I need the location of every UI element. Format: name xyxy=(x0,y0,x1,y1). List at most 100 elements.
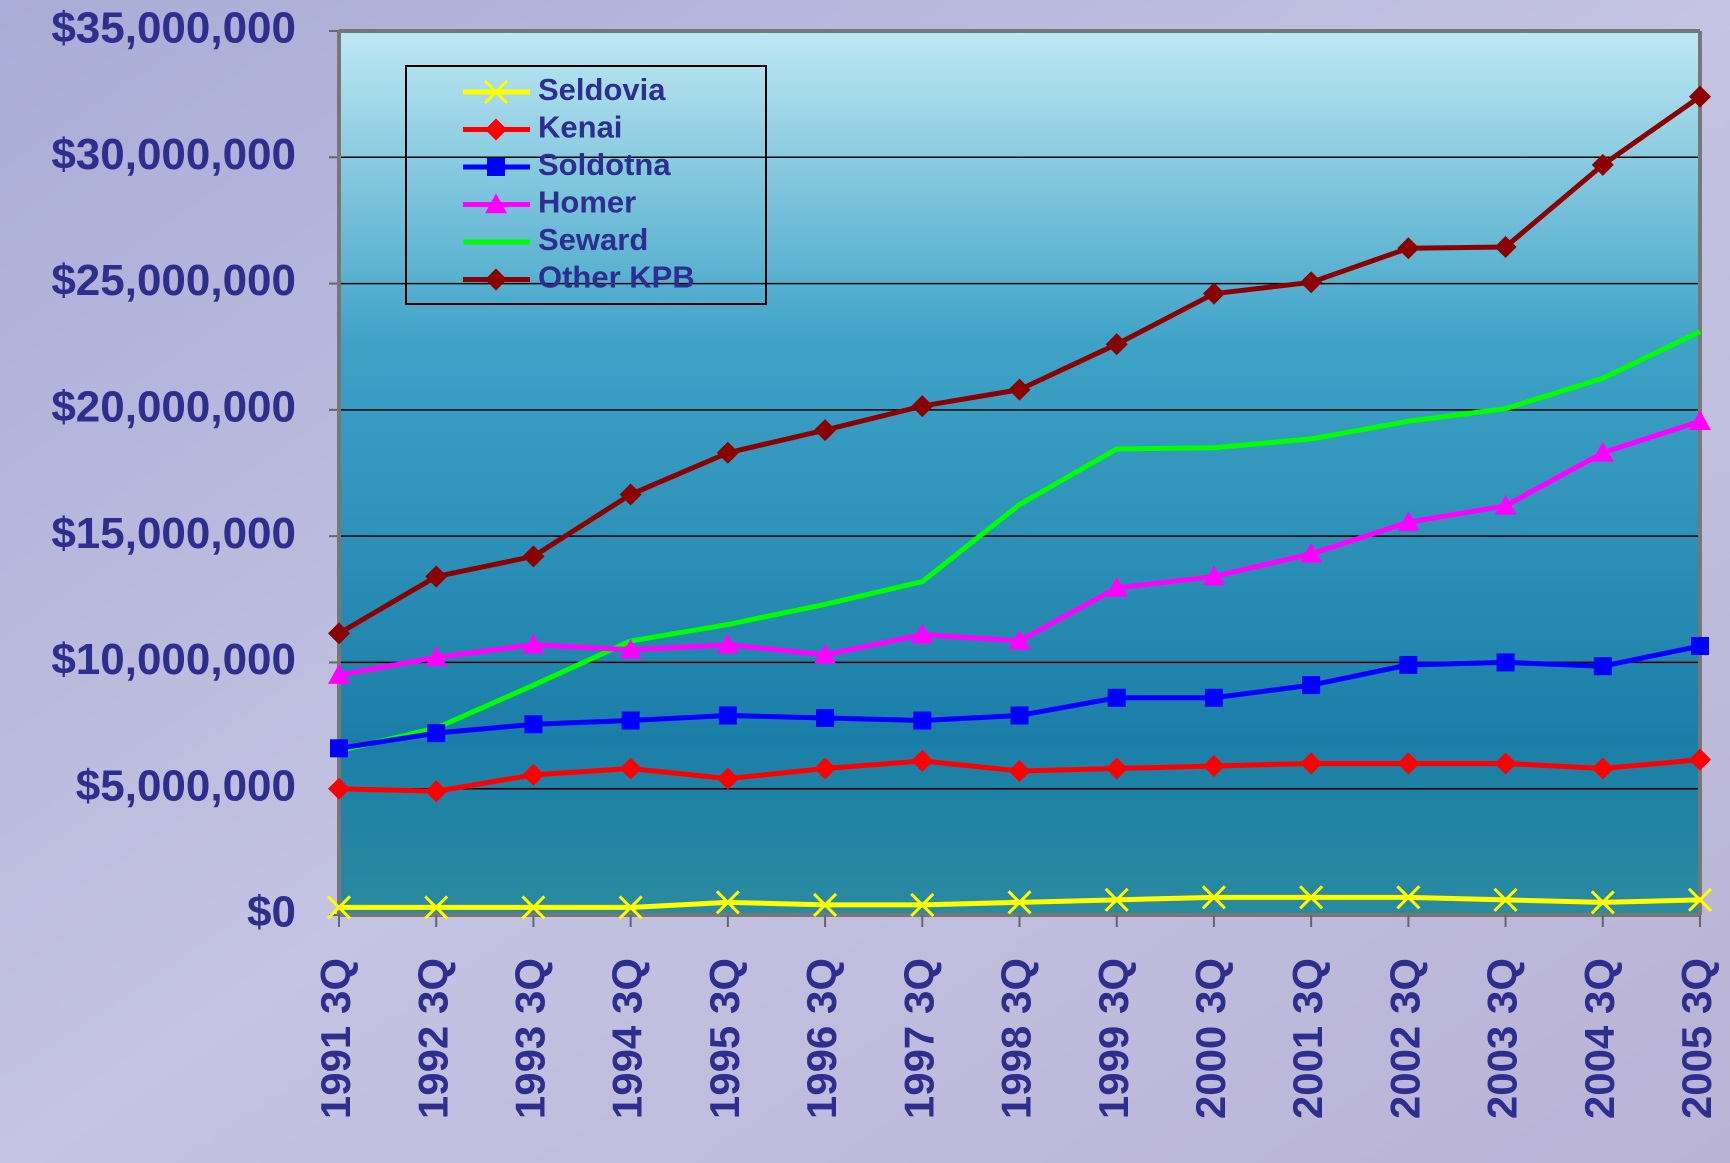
data-point xyxy=(1493,887,1518,912)
data-point xyxy=(1397,752,1420,775)
data-point xyxy=(524,715,543,734)
x-tick-label: 1994 3Q xyxy=(604,958,651,1119)
x-tick-label: 2002 3Q xyxy=(1381,958,1428,1119)
data-point xyxy=(1202,565,1225,586)
data-point xyxy=(1494,494,1517,515)
data-point xyxy=(424,895,449,920)
data-point xyxy=(1300,271,1323,294)
data-point xyxy=(1496,653,1515,672)
data-point xyxy=(328,664,350,684)
data-point xyxy=(1593,657,1612,676)
data-point xyxy=(521,895,546,920)
data-point xyxy=(1591,441,1614,462)
x-tick-label: 2004 3Q xyxy=(1576,958,1623,1119)
x-tick-label: 2000 3Q xyxy=(1187,958,1234,1119)
x-tick-label: 2001 3Q xyxy=(1284,958,1331,1119)
data-point xyxy=(1008,378,1031,401)
data-point xyxy=(619,757,642,780)
data-point xyxy=(1201,885,1226,910)
x-tick-label: 1998 3Q xyxy=(993,958,1040,1119)
data-point xyxy=(816,708,835,727)
x-tick-label: 1996 3Q xyxy=(798,958,845,1119)
data-point xyxy=(619,483,642,506)
data-point xyxy=(911,623,934,644)
data-point xyxy=(619,638,642,659)
legend-label: Soldotna xyxy=(538,147,671,182)
data-point xyxy=(1302,676,1321,695)
data-point xyxy=(1105,757,1128,780)
data-point xyxy=(328,622,350,645)
data-point xyxy=(1204,688,1223,707)
data-point xyxy=(1399,655,1418,674)
x-tick-label: 1995 3Q xyxy=(701,958,748,1119)
x-tick-label: 1992 3Q xyxy=(409,958,456,1119)
x-tick-label: 2003 3Q xyxy=(1479,958,1526,1119)
legend-label: Other KPB xyxy=(538,260,695,295)
data-point xyxy=(716,633,739,654)
data-point xyxy=(522,633,545,654)
data-point xyxy=(1202,282,1225,305)
data-point xyxy=(1689,410,1711,431)
data-point xyxy=(522,763,545,786)
data-point xyxy=(425,646,448,667)
legend-label: Homer xyxy=(538,185,636,220)
data-point xyxy=(1397,237,1420,260)
data-point xyxy=(814,643,837,664)
y-tick-label: $20,000,000 xyxy=(51,382,296,431)
data-point xyxy=(1105,333,1128,356)
data-point xyxy=(1591,153,1614,176)
data-point xyxy=(911,749,934,772)
data-point xyxy=(1494,235,1517,258)
data-point xyxy=(328,777,350,800)
data-point xyxy=(814,419,837,442)
y-tick-label: $35,000,000 xyxy=(51,4,296,53)
data-point xyxy=(425,565,448,588)
x-tick-label: 1997 3Q xyxy=(895,958,942,1119)
legend-marker xyxy=(485,118,507,141)
data-point xyxy=(1691,637,1709,656)
data-point xyxy=(911,395,934,418)
legend-marker xyxy=(483,79,509,105)
x-tick-label: 1999 3Q xyxy=(1090,958,1137,1119)
legend-marker xyxy=(485,193,507,214)
data-point xyxy=(1104,887,1129,912)
data-point xyxy=(1105,576,1128,597)
data-point xyxy=(1107,688,1126,707)
legend-marker xyxy=(487,158,505,176)
data-point xyxy=(910,892,935,917)
data-point xyxy=(715,890,740,915)
x-tick-label: 2005 3Q xyxy=(1673,958,1720,1119)
legend-box xyxy=(405,65,767,305)
y-tick-label: $10,000,000 xyxy=(51,635,296,684)
data-point xyxy=(1590,890,1615,915)
data-point xyxy=(425,780,448,803)
y-tick-label: $30,000,000 xyxy=(51,130,296,179)
y-tick-label: $0 xyxy=(247,888,296,937)
legend-label: Seldovia xyxy=(538,72,666,107)
data-point xyxy=(718,706,737,725)
y-tick-label: $25,000,000 xyxy=(51,256,296,305)
legend-marker xyxy=(485,268,507,291)
data-point xyxy=(1687,887,1713,912)
data-point xyxy=(814,757,837,780)
data-point xyxy=(427,724,446,743)
data-point xyxy=(716,441,739,464)
data-point xyxy=(326,895,352,920)
data-point xyxy=(1299,885,1324,910)
data-point xyxy=(1008,760,1031,783)
data-point xyxy=(1591,757,1614,780)
y-tick-label: $15,000,000 xyxy=(51,509,296,558)
data-point xyxy=(1689,748,1711,771)
data-point xyxy=(813,892,838,917)
data-point xyxy=(913,711,932,730)
data-point xyxy=(1397,511,1420,532)
data-point xyxy=(330,739,348,758)
data-point xyxy=(618,895,643,920)
data-point xyxy=(1300,752,1323,775)
data-point xyxy=(1010,706,1029,725)
data-point xyxy=(1396,885,1421,910)
x-tick-label: 1991 3Q xyxy=(312,958,359,1119)
legend-label: Seward xyxy=(538,222,648,257)
data-point xyxy=(1300,542,1323,563)
